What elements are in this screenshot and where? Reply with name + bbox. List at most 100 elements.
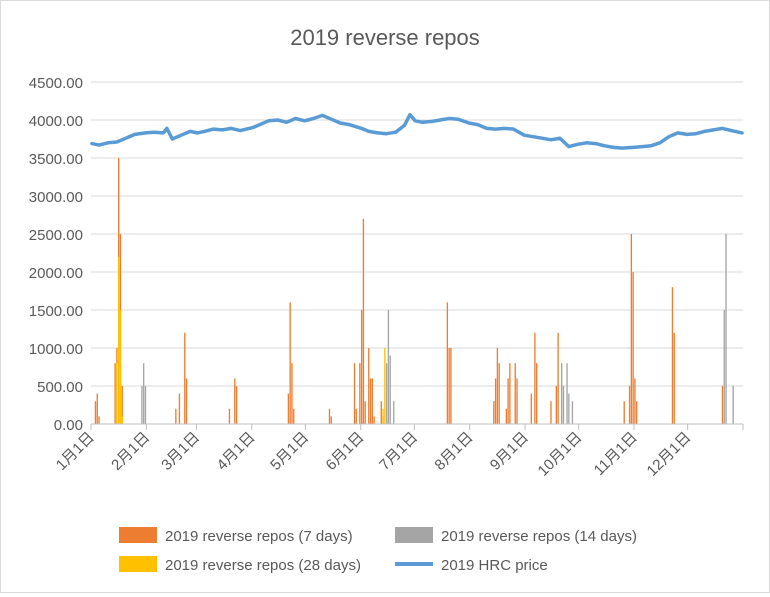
- bar-2019-reverse-repos-7-days: [498, 363, 500, 424]
- bar-2019-reverse-repos-14-days: [732, 386, 734, 424]
- bar-2019-reverse-repos-28-days: [119, 310, 122, 424]
- bar-2019-reverse-repos-7-days: [330, 416, 332, 424]
- bar-2019-reverse-repos-14-days: [144, 386, 147, 424]
- bar-2019-reverse-repos-7-days: [557, 332, 559, 424]
- bar-2019-reverse-repos-14-days: [389, 355, 391, 424]
- bar-2019-reverse-repos-7-days: [287, 393, 290, 424]
- legend-swatch: [395, 527, 433, 543]
- x-tick-label: 9月1日: [487, 429, 532, 474]
- y-tick-label: 3500.00: [29, 151, 83, 168]
- bar-2019-reverse-repos-7-days: [94, 401, 97, 424]
- x-tick-label: 3月1日: [158, 429, 203, 474]
- x-tick-label: 12月1日: [644, 429, 695, 480]
- bar-2019-reverse-repos-28-days: [116, 363, 118, 424]
- legend-label: 2019 reverse repos (28 days): [165, 557, 361, 574]
- bar-2019-reverse-repos-7-days: [328, 408, 331, 424]
- legend-swatch: [119, 527, 157, 543]
- bar-2019-reverse-repos-7-days: [96, 393, 98, 424]
- x-tick-label: 7月1日: [376, 429, 421, 474]
- bar-2019-reverse-repos-14-days: [561, 363, 563, 424]
- bar-2019-reverse-repos-7-days: [555, 386, 558, 424]
- bar-2019-reverse-repos-7-days: [673, 332, 675, 424]
- x-tick-label: 8月1日: [431, 429, 476, 474]
- bar-2019-reverse-repos-7-days: [235, 386, 238, 424]
- x-tick-label: 11月1日: [591, 429, 641, 479]
- bar-2019-reverse-repos-7-days: [505, 408, 507, 424]
- bar-2019-reverse-repos-7-days: [536, 363, 538, 424]
- y-tick-label: 3000.00: [29, 189, 83, 206]
- chart-title: 2019 reverse repos: [290, 25, 480, 50]
- bar-2019-reverse-repos-7-days: [362, 218, 365, 424]
- bar-2019-reverse-repos-7-days: [293, 408, 295, 424]
- bar-series: [94, 158, 734, 424]
- bar-2019-reverse-repos-7-days: [632, 272, 634, 424]
- bar-2019-reverse-repos-7-days: [514, 363, 516, 424]
- bar-2019-reverse-repos-7-days: [493, 401, 495, 424]
- bar-2019-reverse-repos-14-days: [566, 363, 568, 424]
- y-tick-label: 0.00: [54, 417, 83, 434]
- bar-2019-reverse-repos-7-days: [530, 393, 532, 424]
- y-tick-label: 2000.00: [29, 265, 83, 282]
- x-tick-label: 1月1日: [53, 429, 98, 474]
- y-tick-label: 4500.00: [29, 75, 83, 92]
- x-tick-label: 5月1日: [267, 429, 312, 474]
- bar-2019-reverse-repos-14-days: [562, 386, 565, 424]
- bar-2019-reverse-repos-28-days: [118, 256, 120, 424]
- bar-2019-reverse-repos-7-days: [371, 378, 374, 424]
- bar-2019-reverse-repos-7-days: [494, 378, 497, 424]
- bar-2019-reverse-repos-14-days: [571, 401, 574, 424]
- bar-2019-reverse-repos-14-days: [143, 363, 145, 424]
- bar-2019-reverse-repos-7-days: [550, 401, 552, 424]
- bar-2019-reverse-repos-7-days: [516, 378, 518, 424]
- x-tick-label: 4月1日: [214, 429, 259, 474]
- legend: 2019 reverse repos (7 days) 2019 reverse …: [119, 527, 637, 574]
- bar-2019-reverse-repos-7-days: [185, 378, 188, 424]
- bar-2019-reverse-repos-7-days: [184, 332, 186, 424]
- bar-2019-reverse-repos-7-days: [234, 378, 236, 424]
- line-series: [90, 112, 744, 150]
- bar-2019-reverse-repos-7-days: [446, 302, 449, 424]
- bar-2019-reverse-repos-7-days: [291, 363, 293, 424]
- bar-2019-reverse-repos-14-days: [723, 310, 725, 424]
- bar-2019-reverse-repos-7-days: [623, 401, 625, 424]
- line-hrc-price: [90, 112, 744, 150]
- bar-2019-reverse-repos-28-days: [384, 348, 386, 424]
- bar-2019-reverse-repos-7-days: [360, 310, 363, 424]
- bar-2019-reverse-repos-7-days: [634, 378, 636, 424]
- bar-2019-reverse-repos-7-days: [228, 408, 231, 424]
- bar-2019-reverse-repos-14-days: [568, 393, 570, 424]
- bar-2019-reverse-repos-14-days: [725, 234, 727, 424]
- y-tick-label: 1500.00: [29, 303, 83, 320]
- bar-2019-reverse-repos-28-days: [382, 408, 384, 424]
- bar-2019-reverse-repos-7-days: [369, 378, 372, 424]
- bar-2019-reverse-repos-7-days: [175, 408, 177, 424]
- bar-2019-reverse-repos-7-days: [496, 348, 499, 424]
- bar-2019-reverse-repos-7-days: [98, 416, 100, 424]
- bar-2019-reverse-repos-7-days: [671, 287, 674, 424]
- bar-2019-reverse-repos-7-days: [353, 363, 356, 424]
- y-axis-tick-labels: 0.00 500.00 1000.00 1500.00 2000.00 2500.00 30…: [29, 75, 83, 434]
- x-tick-label: 2月1日: [108, 429, 153, 474]
- bar-2019-reverse-repos-7-days: [373, 416, 375, 424]
- x-axis: 1月1日 2月1日 3月1日 4月1日 5月1日 6月1日 7月1日 8月1日 9月1日 10月1…: [53, 423, 744, 480]
- bar-2019-reverse-repos-14-days: [393, 401, 395, 424]
- bar-2019-reverse-repos-14-days: [385, 363, 388, 424]
- bar-2019-reverse-repos-7-days: [380, 401, 382, 424]
- bar-2019-reverse-repos-7-days: [630, 234, 633, 424]
- y-tick-label: 2500.00: [29, 227, 83, 244]
- bar-2019-reverse-repos-7-days: [359, 363, 361, 424]
- bar-2019-reverse-repos-14-days: [387, 310, 390, 424]
- legend-label: 2019 reverse repos (7 days): [165, 528, 353, 545]
- y-tick-label: 4000.00: [29, 113, 83, 130]
- y-tick-label: 1000.00: [29, 341, 83, 358]
- bar-2019-reverse-repos-7-days: [355, 408, 357, 424]
- y-tick-label: 500.00: [37, 379, 83, 396]
- bar-2019-reverse-repos-7-days: [636, 401, 638, 424]
- bar-2019-reverse-repos-7-days: [289, 302, 291, 424]
- bar-2019-reverse-repos-14-days: [141, 386, 143, 424]
- bar-2019-reverse-repos-7-days: [448, 348, 450, 424]
- bar-2019-reverse-repos-7-days: [507, 378, 509, 424]
- x-tick-label: 10月1日: [535, 429, 586, 480]
